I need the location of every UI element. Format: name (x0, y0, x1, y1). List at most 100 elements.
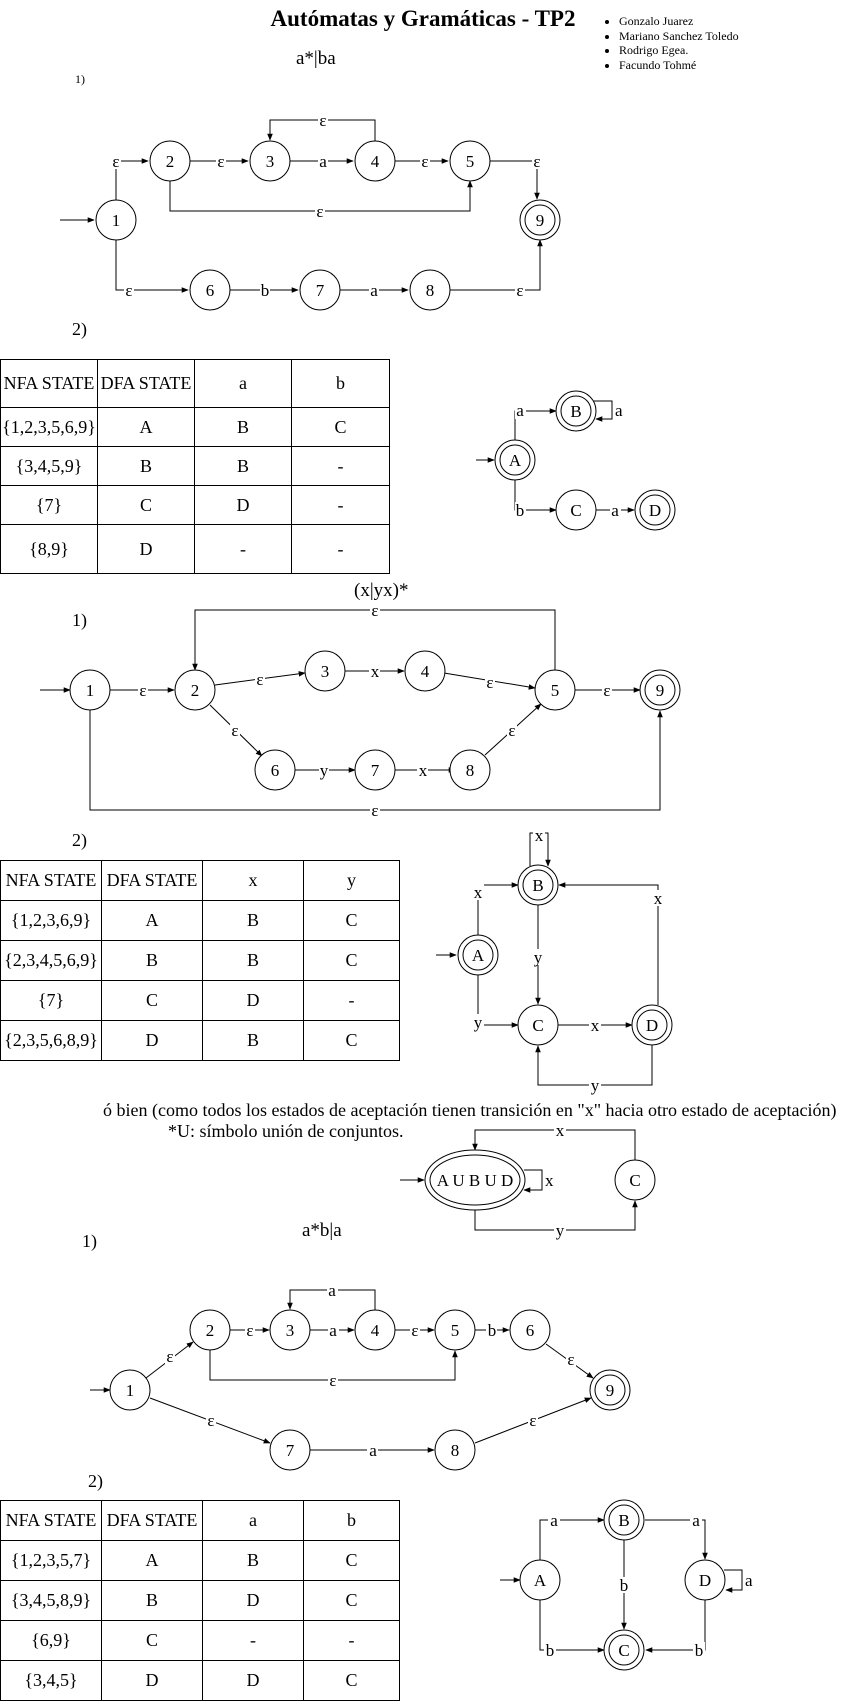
state-label: 1 (112, 211, 121, 230)
dfa-edge (539, 1600, 605, 1653)
state-label: D (699, 1571, 711, 1590)
label-bg (486, 1322, 497, 1338)
author-item: Rodrigo Egea. (619, 43, 739, 58)
edge-label: x (535, 826, 544, 845)
edge-label: ε (246, 1321, 253, 1340)
label-bg (417, 762, 428, 778)
state-label: D (646, 1016, 658, 1035)
edge-label: ε (529, 1411, 536, 1430)
table-row: {7} C D - (0, 485, 390, 525)
state-label: C (570, 501, 581, 520)
edge-label: y (534, 948, 543, 967)
table-row: {1,2,3,5,6,9} A B C (0, 407, 390, 447)
label-bg (327, 1282, 338, 1298)
table-cell: - (303, 1620, 400, 1661)
state-label: 4 (371, 152, 380, 171)
edge-label: ε (256, 670, 263, 689)
nfa-state (534, 669, 576, 711)
table-cell: D (202, 1660, 304, 1701)
edge-label: b (261, 281, 270, 300)
nfa-state (404, 650, 446, 692)
table-row: {8,9} D - - (0, 524, 390, 574)
state-label: 6 (526, 1321, 535, 1340)
step2-label-s2: 2) (72, 830, 87, 850)
transition-table-s2: NFA STATE DFA STATE x y {1,2,3,6,9} A B … (0, 860, 400, 1061)
dfa-self-loop (592, 400, 613, 422)
dfa-state (517, 1004, 559, 1046)
edge-label: x (556, 1121, 565, 1140)
table-row: {2,3,4,5,6,9} B B C (0, 940, 400, 981)
nfa-edge (115, 240, 189, 293)
label-bg (315, 203, 325, 219)
table-cell: B (97, 446, 195, 486)
edge-label: b (546, 1641, 555, 1660)
nfa-state (149, 140, 191, 182)
label-bg (589, 1017, 601, 1033)
state-label: A U B U D (437, 1171, 514, 1190)
table-header: NFA STATE (0, 1500, 102, 1541)
label-bg (328, 1322, 339, 1338)
edge-label: ε (508, 721, 515, 740)
label-bg (532, 949, 544, 965)
edge-label: ε (421, 152, 428, 171)
table-cell: D (101, 1020, 203, 1061)
label-bg (566, 1351, 576, 1367)
table-header: NFA STATE (0, 860, 102, 901)
label-bg (507, 722, 517, 738)
label-bg (533, 827, 545, 843)
nfa-state (509, 1309, 551, 1351)
edge-label: ε (411, 1321, 418, 1340)
edge-label: a (745, 1571, 753, 1590)
nfa-state (189, 269, 231, 311)
edge-label: y (474, 1013, 483, 1032)
nfa-edge (450, 239, 543, 291)
edge-label: b (695, 1641, 704, 1660)
table-cell: B (202, 1020, 304, 1061)
state-label: 4 (371, 1321, 380, 1340)
label-bg (206, 1412, 216, 1428)
edge-label: x (474, 883, 483, 902)
state-label: 1 (86, 681, 95, 700)
nfa-state (409, 269, 451, 311)
label-bg (370, 802, 380, 818)
edge-label: ε (125, 281, 132, 300)
dfa-state (519, 1559, 561, 1601)
regex-1: a*|ba (296, 48, 336, 69)
table-cell: - (291, 524, 390, 574)
edge-label: ε (166, 1347, 173, 1366)
accept-ring (639, 494, 671, 526)
table-cell: A (101, 1540, 203, 1581)
table-row: {1,2,3,5,7} A B C (0, 1540, 400, 1581)
state-label: 7 (316, 281, 325, 300)
state-label: D (649, 501, 661, 520)
dfa-edge (558, 882, 659, 1005)
label-bg (485, 674, 495, 690)
accept-ring (608, 1504, 640, 1536)
table-cell: {1,2,3,5,6,9} (0, 407, 98, 447)
state-label: 8 (451, 1441, 460, 1460)
nfa-state (449, 749, 491, 791)
table-row: {3,4,5,8,9} B D C (0, 1580, 400, 1621)
edge-label: ε (371, 601, 378, 620)
label-bg (230, 722, 240, 738)
table-row: {2,3,5,6,8,9} D B C (0, 1020, 400, 1061)
label-bg (589, 1077, 601, 1093)
edge-label: x (545, 1171, 554, 1190)
label-bg (515, 403, 526, 419)
nfa-state (254, 749, 296, 791)
table-cell: {2,3,4,5,6,9} (0, 940, 102, 981)
nfa-state (69, 669, 111, 711)
accept-ring (594, 1374, 626, 1406)
nfa-state (304, 650, 346, 692)
table-cell: D (202, 980, 304, 1021)
label-bg (245, 1322, 255, 1338)
nfa-state (354, 140, 396, 182)
step2-label-s3: 2) (88, 1471, 103, 1491)
table-cell: B (101, 940, 203, 981)
nfa-state (434, 1309, 476, 1351)
author-item: Facundo Tohmé (619, 58, 739, 73)
table-cell: C (303, 940, 400, 981)
dfa-state (684, 1559, 726, 1601)
accept-ring (524, 204, 556, 236)
